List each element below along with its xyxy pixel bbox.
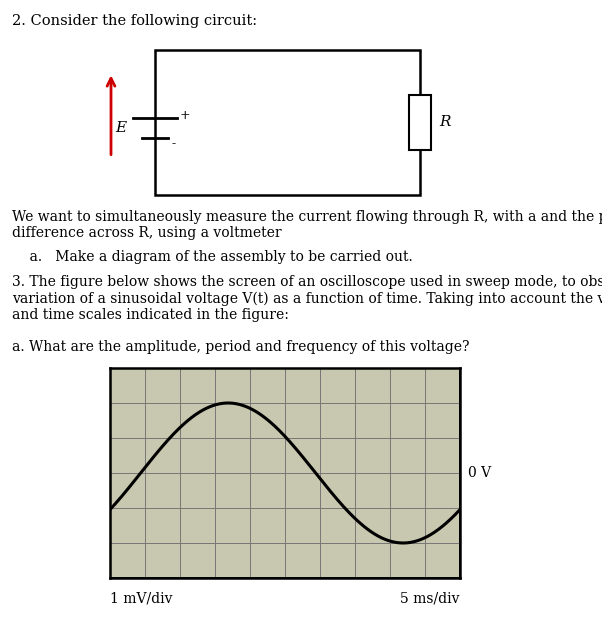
Bar	[409, 95, 431, 150]
Text: We want to simultaneously measure the current flowing through R, with a and the : We want to simultaneously measure the cu…	[12, 210, 602, 240]
Bar	[155, 50, 420, 195]
Text: -: -	[171, 137, 175, 150]
Text: 2. Consider the following circuit:: 2. Consider the following circuit:	[12, 14, 257, 28]
Text: 0 V: 0 V	[468, 466, 491, 480]
Text: R: R	[439, 116, 450, 129]
Text: +: +	[180, 109, 191, 122]
Text: 1 mV/div: 1 mV/div	[110, 592, 173, 606]
Text: E: E	[116, 121, 126, 134]
Text: 5 ms/div: 5 ms/div	[400, 592, 460, 606]
Text: 3. The figure below shows the screen of an oscilloscope used in sweep mode, to o: 3. The figure below shows the screen of …	[12, 275, 602, 322]
Text: a.   Make a diagram of the assembly to be carried out.: a. Make a diagram of the assembly to be …	[12, 250, 413, 264]
Text: a. What are the amplitude, period and frequency of this voltage?: a. What are the amplitude, period and fr…	[12, 340, 470, 354]
